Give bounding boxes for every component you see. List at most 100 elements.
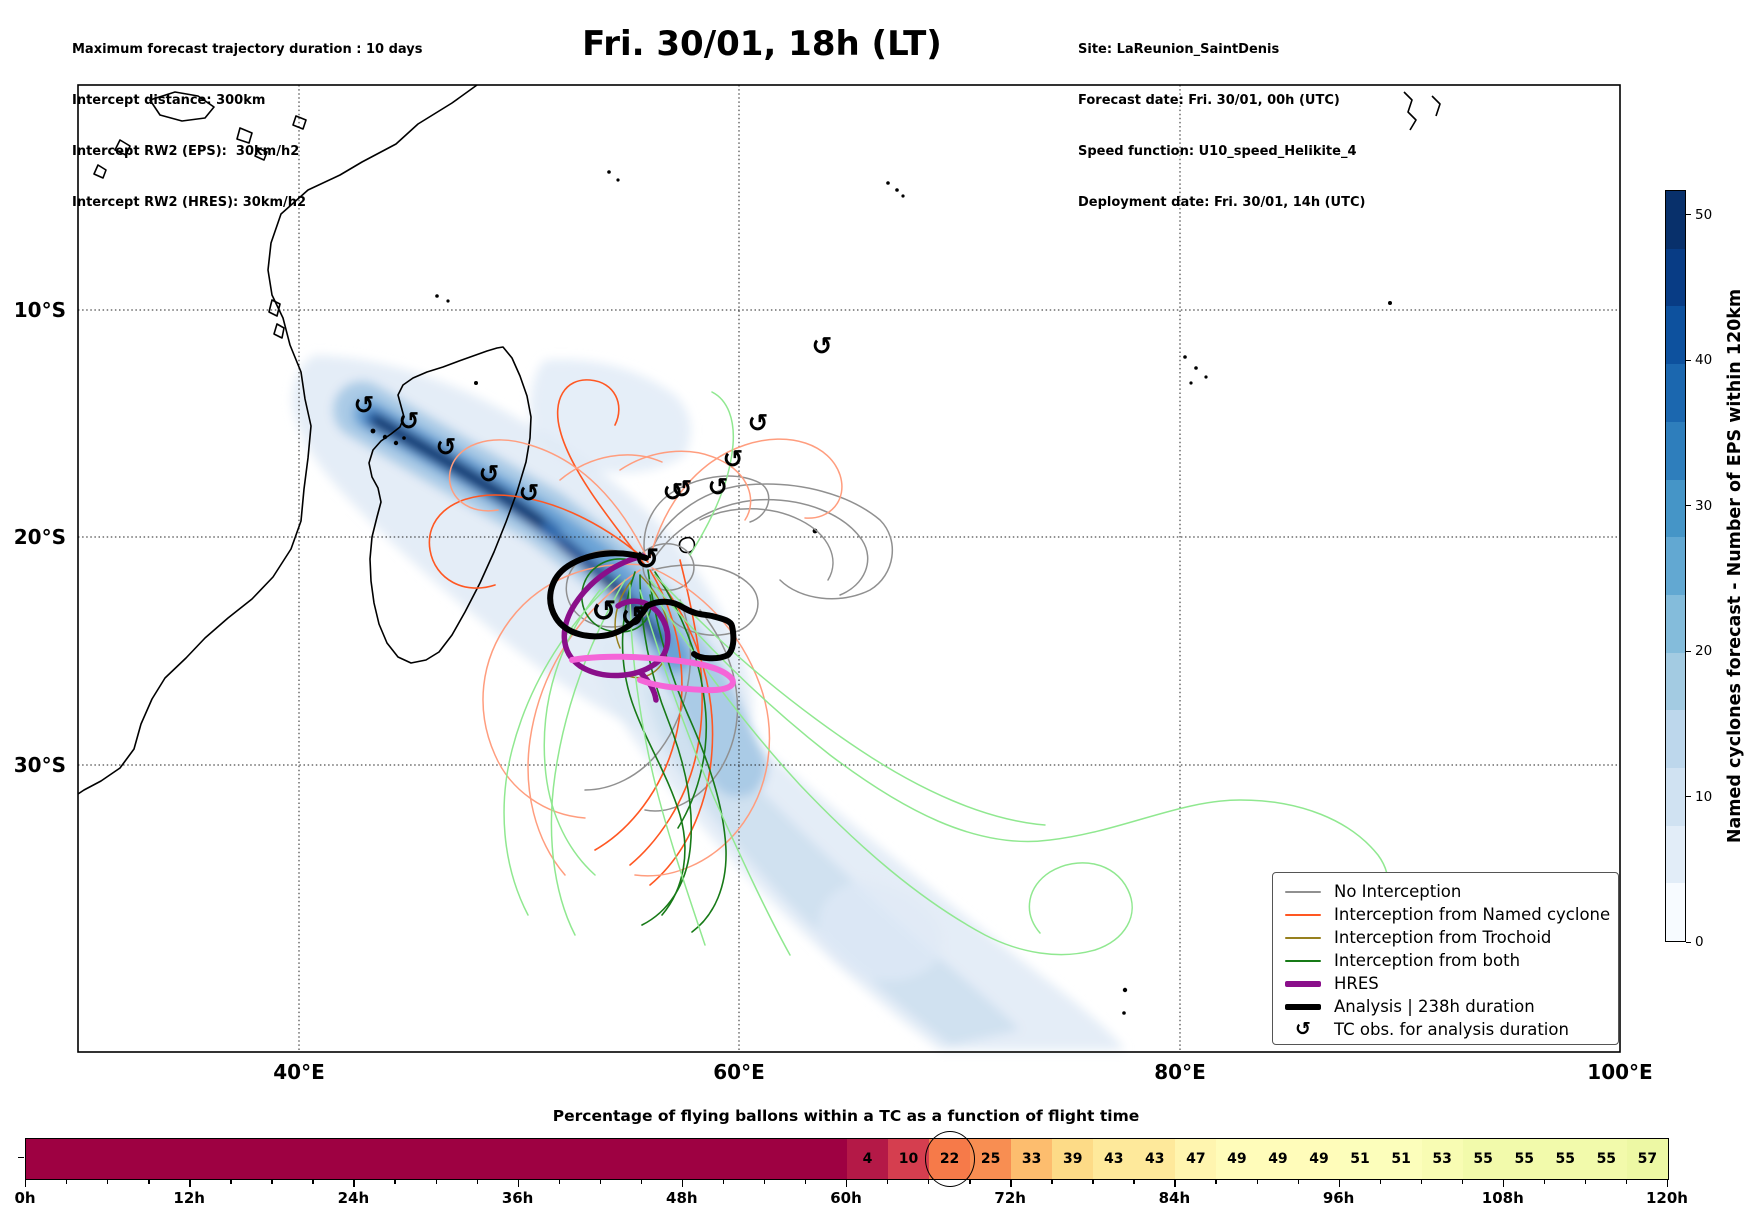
info-left-line: Maximum forecast trajectory duration : 1… bbox=[72, 42, 423, 57]
legend-label: Interception from Named cyclone bbox=[1334, 905, 1611, 924]
timebar-cell bbox=[764, 1139, 806, 1179]
colorbar-tick-mark bbox=[1686, 505, 1691, 507]
legend-label: Interception from Trochoid bbox=[1334, 928, 1552, 947]
timebar-cell bbox=[436, 1139, 478, 1179]
map-frame bbox=[77, 84, 1621, 1053]
timebar-minor-tick bbox=[681, 1180, 684, 1187]
timebar-cell: 51 bbox=[1339, 1139, 1381, 1179]
colorbar-tick-label: 20 bbox=[1695, 643, 1713, 660]
colorbar-label: Named cyclones forecast - Number of EPS … bbox=[1725, 288, 1745, 844]
timebar-minor-tick bbox=[1420, 1180, 1423, 1184]
timebar-tick-label: 84h bbox=[1158, 1189, 1191, 1207]
info-left-line: Intercept RW2 (EPS): 30km/h2 bbox=[72, 144, 300, 159]
colorbar-step bbox=[1666, 652, 1685, 711]
timebar-minor-tick bbox=[148, 1180, 150, 1184]
timebar-cell: 43 bbox=[1093, 1139, 1135, 1179]
colorbar-tick-label: 30 bbox=[1695, 497, 1713, 514]
timebar-minor-tick bbox=[1584, 1180, 1587, 1184]
timebar-cell bbox=[108, 1139, 150, 1179]
timebar-minor-tick bbox=[476, 1180, 478, 1184]
lon-tick-label: 80°E bbox=[1154, 1060, 1206, 1084]
colorbar-tick-label: 0 bbox=[1695, 934, 1704, 950]
tc-obs-icon: ↺ bbox=[398, 406, 420, 436]
eps-density-shading bbox=[292, 355, 1125, 1050]
timebar-tick-label: 12h bbox=[173, 1189, 205, 1207]
africa-coast bbox=[77, 84, 478, 795]
timebar-minor-tick bbox=[1010, 1180, 1012, 1187]
legend-row: ↺ TC obs. for analysis duration bbox=[1285, 1018, 1608, 1041]
timebar-minor-tick bbox=[1174, 1180, 1176, 1187]
timebar-tick-label: 24h bbox=[337, 1189, 370, 1207]
timebar-minor-tick bbox=[1133, 1180, 1135, 1184]
timebar-cell: 10 bbox=[887, 1139, 930, 1179]
timebar-minor-tick bbox=[1338, 1180, 1340, 1187]
timebar-cell: 4 bbox=[846, 1139, 888, 1179]
colorbar-tick-label: 10 bbox=[1695, 788, 1713, 805]
graticule bbox=[78, 85, 1620, 1052]
timebar-minor-tick bbox=[1256, 1180, 1258, 1184]
legend-line-sample bbox=[1285, 936, 1321, 939]
colorbar-step bbox=[1666, 306, 1685, 365]
analysis-track bbox=[547, 550, 737, 662]
colorbar-step bbox=[1666, 479, 1685, 538]
figure-title: Fri. 30/01, 18h (LT) bbox=[582, 24, 942, 64]
legend-line-sample bbox=[1285, 1003, 1321, 1010]
zanzibar-pemba bbox=[268, 299, 285, 339]
legend-label: No Interception bbox=[1334, 882, 1462, 901]
info-left-line: Intercept distance: 300km bbox=[72, 93, 266, 108]
mauritius-island bbox=[678, 536, 696, 554]
colorbar-step bbox=[1666, 825, 1685, 884]
timebar-cell: 39 bbox=[1052, 1139, 1094, 1179]
colorbar-tick-mark bbox=[1686, 214, 1691, 216]
timebar-tick-label: 48h bbox=[666, 1189, 698, 1207]
timebar-cell: 53 bbox=[1421, 1139, 1463, 1179]
timebar-tick-label: 120h bbox=[1646, 1189, 1688, 1207]
tc-obs-icon: ↺ bbox=[707, 472, 729, 502]
timebar-minor-tick bbox=[558, 1180, 561, 1184]
timebar-minor-tick bbox=[353, 1180, 355, 1187]
tc-obs-icon: ↺ bbox=[722, 444, 744, 474]
timebar-cell bbox=[723, 1139, 765, 1179]
timebar-tick-label: 0h bbox=[14, 1189, 36, 1207]
colorbar-step bbox=[1666, 710, 1685, 768]
tc-obs-icon: ↺ bbox=[811, 331, 833, 361]
tc-obs-icon: ↺ bbox=[478, 459, 500, 489]
info-right-line: Deployment date: Fri. 30/01, 14h (UTC) bbox=[1078, 195, 1366, 210]
timebar-y-tick bbox=[18, 1157, 24, 1159]
hres-track-pink bbox=[569, 653, 736, 694]
timebar-minor-tick bbox=[763, 1180, 766, 1184]
timebar-circled-cell-marker bbox=[924, 1131, 975, 1187]
tc-obs-icon: ↺ bbox=[435, 432, 457, 462]
timebar-minor-tick bbox=[1543, 1180, 1546, 1184]
timebar-cell: 55 bbox=[1503, 1139, 1545, 1179]
map-legend: No Interception Interception from Named c… bbox=[1272, 872, 1619, 1045]
lon-tick-label: 60°E bbox=[713, 1060, 765, 1084]
colorbar-tick-label: 40 bbox=[1695, 352, 1713, 369]
timebar-cell bbox=[600, 1139, 642, 1179]
timebar-title: Percentage of flying ballons within a TC… bbox=[552, 1107, 1140, 1125]
legend-row: Analysis | 238h duration bbox=[1285, 995, 1608, 1018]
legend-line-sample bbox=[1285, 980, 1321, 987]
legend-label: TC obs. for analysis duration bbox=[1334, 1020, 1569, 1039]
timebar-minor-tick bbox=[640, 1180, 643, 1184]
legend-row: No Interception bbox=[1285, 880, 1608, 903]
timebar-minor-tick bbox=[1051, 1180, 1053, 1184]
legend-line-sample bbox=[1285, 913, 1321, 916]
timebar-cell bbox=[395, 1139, 437, 1179]
info-left-line: Intercept RW2 (HRES): 30km/h2 bbox=[72, 195, 307, 210]
timebar-minor-tick bbox=[271, 1180, 273, 1184]
small-islands-dots bbox=[370, 170, 1392, 1015]
timebar-minor-tick bbox=[804, 1180, 807, 1184]
timebar-cell bbox=[313, 1139, 355, 1179]
timebar-tick-label: 36h bbox=[501, 1189, 534, 1207]
legend-label: Analysis | 238h duration bbox=[1334, 997, 1535, 1016]
timebar-cell: 49 bbox=[1298, 1139, 1340, 1179]
timebar-minor-tick bbox=[66, 1180, 68, 1184]
timebar-cell bbox=[272, 1139, 314, 1179]
colorbar-step bbox=[1666, 421, 1685, 480]
timebar-cell bbox=[805, 1139, 847, 1179]
timebar-cell bbox=[641, 1139, 683, 1179]
timebar-minor-tick bbox=[1379, 1180, 1382, 1184]
timebar-minor-tick bbox=[1461, 1180, 1464, 1184]
